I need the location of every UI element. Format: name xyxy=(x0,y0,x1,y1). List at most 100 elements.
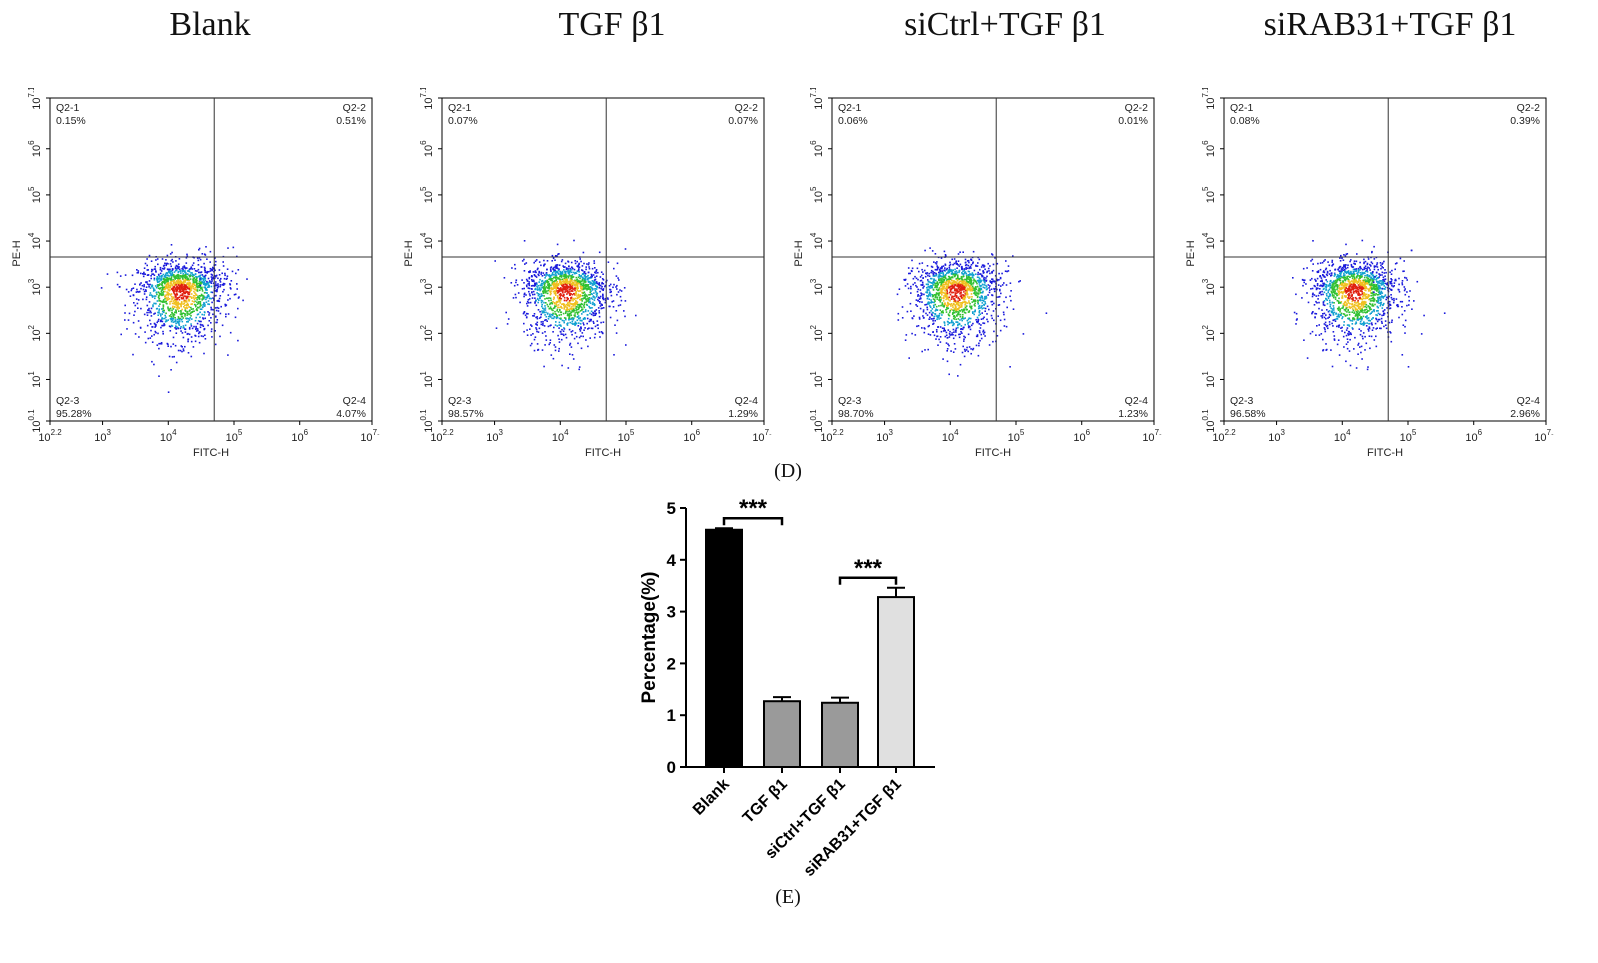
event-point xyxy=(607,261,610,263)
event-point xyxy=(579,310,582,312)
event-point xyxy=(951,284,953,287)
event-point xyxy=(569,281,572,284)
event-point xyxy=(589,318,591,321)
event-point xyxy=(918,316,921,319)
event-point xyxy=(941,270,944,272)
event-point xyxy=(564,278,566,281)
event-point xyxy=(576,316,579,318)
event-point xyxy=(616,319,619,322)
event-point xyxy=(526,280,529,282)
event-point xyxy=(933,279,935,281)
event-point xyxy=(537,294,540,297)
event-point xyxy=(935,294,937,296)
event-point xyxy=(172,317,175,320)
event-point xyxy=(199,311,201,314)
event-point xyxy=(158,342,160,345)
event-point xyxy=(535,271,537,274)
event-point xyxy=(980,291,982,294)
event-point xyxy=(190,289,193,291)
event-point xyxy=(935,329,938,331)
event-point xyxy=(171,319,174,321)
event-point xyxy=(137,307,139,309)
event-point xyxy=(591,287,593,290)
event-point xyxy=(967,350,969,353)
event-point xyxy=(562,333,564,336)
event-point xyxy=(578,268,580,270)
event-point xyxy=(169,307,172,310)
event-point xyxy=(984,301,986,303)
event-point xyxy=(526,316,528,318)
event-point xyxy=(160,320,163,322)
event-point xyxy=(1376,277,1379,279)
event-point xyxy=(963,284,966,287)
event-point xyxy=(922,277,924,279)
event-point xyxy=(978,281,981,283)
event-point xyxy=(181,288,184,291)
event-point xyxy=(599,290,601,293)
event-point xyxy=(204,277,207,280)
event-point xyxy=(183,280,185,282)
event-point xyxy=(528,277,531,280)
event-point xyxy=(932,320,934,322)
event-point xyxy=(616,288,618,290)
event-point xyxy=(544,307,547,309)
event-point xyxy=(965,285,967,288)
event-point xyxy=(199,284,202,287)
event-point xyxy=(600,307,603,310)
event-point xyxy=(985,295,988,298)
event-point xyxy=(578,368,580,371)
event-point xyxy=(922,287,924,289)
event-point xyxy=(954,334,957,337)
event-point xyxy=(183,292,185,295)
event-point xyxy=(587,286,589,288)
event-point xyxy=(538,274,540,277)
event-point xyxy=(957,297,959,300)
event-point xyxy=(559,309,561,312)
event-point xyxy=(181,320,184,323)
event-point xyxy=(100,287,103,289)
event-point xyxy=(982,322,984,324)
event-point xyxy=(973,278,975,281)
event-point xyxy=(523,322,525,325)
event-point xyxy=(195,328,197,330)
event-point xyxy=(1358,275,1360,277)
event-point xyxy=(583,279,586,282)
event-point xyxy=(960,286,963,288)
event-point xyxy=(593,280,595,283)
event-point xyxy=(553,326,555,329)
event-point xyxy=(556,310,558,312)
event-point xyxy=(525,294,527,296)
event-point xyxy=(948,268,951,271)
event-point xyxy=(530,288,533,290)
event-point xyxy=(916,325,918,328)
event-point xyxy=(934,319,936,322)
event-point xyxy=(206,272,208,274)
event-point xyxy=(587,263,590,266)
event-point xyxy=(204,334,206,336)
event-point xyxy=(1349,290,1351,292)
event-point xyxy=(945,311,948,313)
event-point xyxy=(170,300,172,303)
event-point xyxy=(176,321,179,324)
event-point xyxy=(541,303,543,306)
event-point xyxy=(158,312,160,314)
event-point xyxy=(1345,272,1348,274)
event-point xyxy=(194,270,197,272)
event-point xyxy=(177,271,180,274)
event-point xyxy=(550,286,553,289)
event-point xyxy=(568,292,571,295)
event-point xyxy=(1327,295,1330,298)
event-point xyxy=(210,306,212,309)
event-point xyxy=(550,354,553,356)
event-point xyxy=(972,250,975,253)
event-point xyxy=(171,258,173,261)
event-point xyxy=(220,277,222,280)
event-point xyxy=(217,307,220,310)
event-point xyxy=(557,289,559,292)
event-point xyxy=(529,294,531,297)
event-point xyxy=(599,300,601,303)
event-point xyxy=(196,303,199,305)
event-point xyxy=(561,271,564,274)
event-point xyxy=(178,280,181,283)
event-point xyxy=(957,324,959,327)
